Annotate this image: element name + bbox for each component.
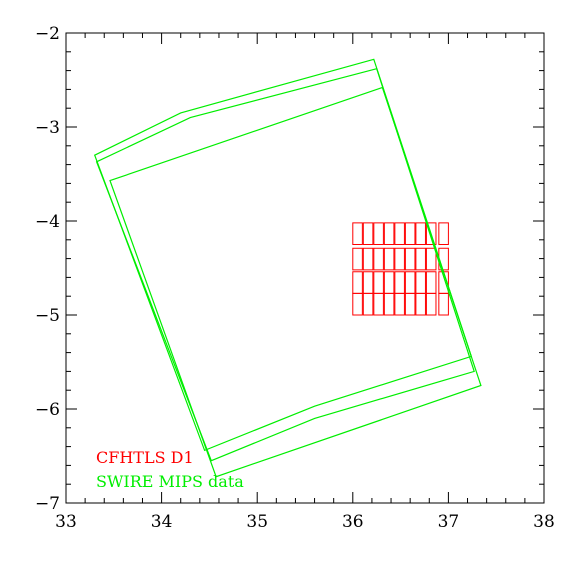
plot-border bbox=[65, 32, 545, 504]
legend-item-swire-mips: SWIRE MIPS data bbox=[96, 472, 244, 491]
y-tick-label: −6 bbox=[35, 400, 60, 420]
axis-ticks bbox=[65, 32, 545, 504]
cfhtls-field-rect bbox=[362, 222, 374, 246]
x-tick-label: 36 bbox=[342, 512, 364, 532]
cfhtls-field-rect bbox=[415, 247, 426, 271]
y-tick-label: −7 bbox=[35, 494, 60, 514]
cfhtls-field-rect bbox=[352, 222, 363, 246]
y-tick-label: −2 bbox=[35, 24, 60, 44]
legend: CFHTLS D1 SWIRE MIPS data bbox=[96, 448, 244, 491]
cfhtls-field-rect bbox=[373, 271, 384, 294]
cfhtls-field-rect bbox=[383, 271, 395, 294]
cfhtls-field-rect bbox=[352, 292, 363, 316]
y-tick-label: −5 bbox=[35, 306, 60, 326]
cfhtls-field-rect bbox=[362, 292, 374, 316]
cfhtls-field-rect bbox=[352, 271, 363, 294]
x-tick-label: 35 bbox=[246, 512, 268, 532]
cfhtls-field-rect bbox=[352, 247, 363, 271]
cfhtls-field-rect bbox=[373, 292, 384, 316]
cfhtls-field-rect bbox=[404, 222, 416, 246]
cfhtls-field-rect bbox=[373, 247, 384, 271]
y-tick-label: −4 bbox=[35, 212, 60, 232]
cfhtls-field-rect bbox=[438, 222, 449, 246]
cfhtls-field-rect bbox=[415, 271, 426, 294]
y-tick-label: −3 bbox=[35, 118, 60, 138]
legend-item-cfhtls-d1: CFHTLS D1 bbox=[96, 448, 194, 467]
swire-coverage-outline bbox=[95, 67, 475, 462]
cfhtls-field-rect bbox=[383, 222, 395, 246]
cfhtls-field-rect bbox=[394, 271, 405, 294]
cfhtls-field-rect bbox=[362, 271, 374, 294]
cfhtls-field-rect bbox=[394, 247, 405, 271]
cfhtls-field-rect bbox=[425, 222, 437, 246]
cfhtls-field-rect bbox=[404, 247, 416, 271]
x-tick-labels: 33 34 35 36 37 38 bbox=[55, 512, 555, 532]
cfhtls-field-rect bbox=[373, 222, 384, 246]
cfhtls-field-rect bbox=[425, 292, 437, 316]
cfhtls-field-rect bbox=[425, 271, 437, 294]
cfhtls-field-rect bbox=[383, 292, 395, 316]
x-tick-label: 34 bbox=[151, 512, 173, 532]
cfhtls-field-rect bbox=[362, 247, 374, 271]
cfhtls-field-rect bbox=[394, 222, 405, 246]
cfhtls-field-rect bbox=[394, 292, 405, 316]
x-tick-label: 38 bbox=[533, 512, 555, 532]
cfhtls-field-rect bbox=[415, 222, 426, 246]
series-cfhtls-d1 bbox=[352, 222, 449, 316]
x-tick-label: 37 bbox=[438, 512, 460, 532]
plot-frame bbox=[65, 32, 545, 504]
cfhtls-field-rect bbox=[438, 292, 449, 316]
cfhtls-field-rect bbox=[383, 247, 395, 271]
cfhtls-field-rect bbox=[415, 292, 426, 316]
cfhtls-field-rect bbox=[404, 292, 416, 316]
cfhtls-field-rect bbox=[425, 247, 437, 271]
swire-coverage-outline bbox=[109, 86, 482, 478]
series-swire-mips bbox=[93, 58, 482, 478]
x-tick-label: 33 bbox=[55, 512, 77, 532]
y-tick-labels: −2 −3 −4 −5 −6 −7 bbox=[35, 24, 60, 514]
cfhtls-field-rect bbox=[404, 271, 416, 294]
